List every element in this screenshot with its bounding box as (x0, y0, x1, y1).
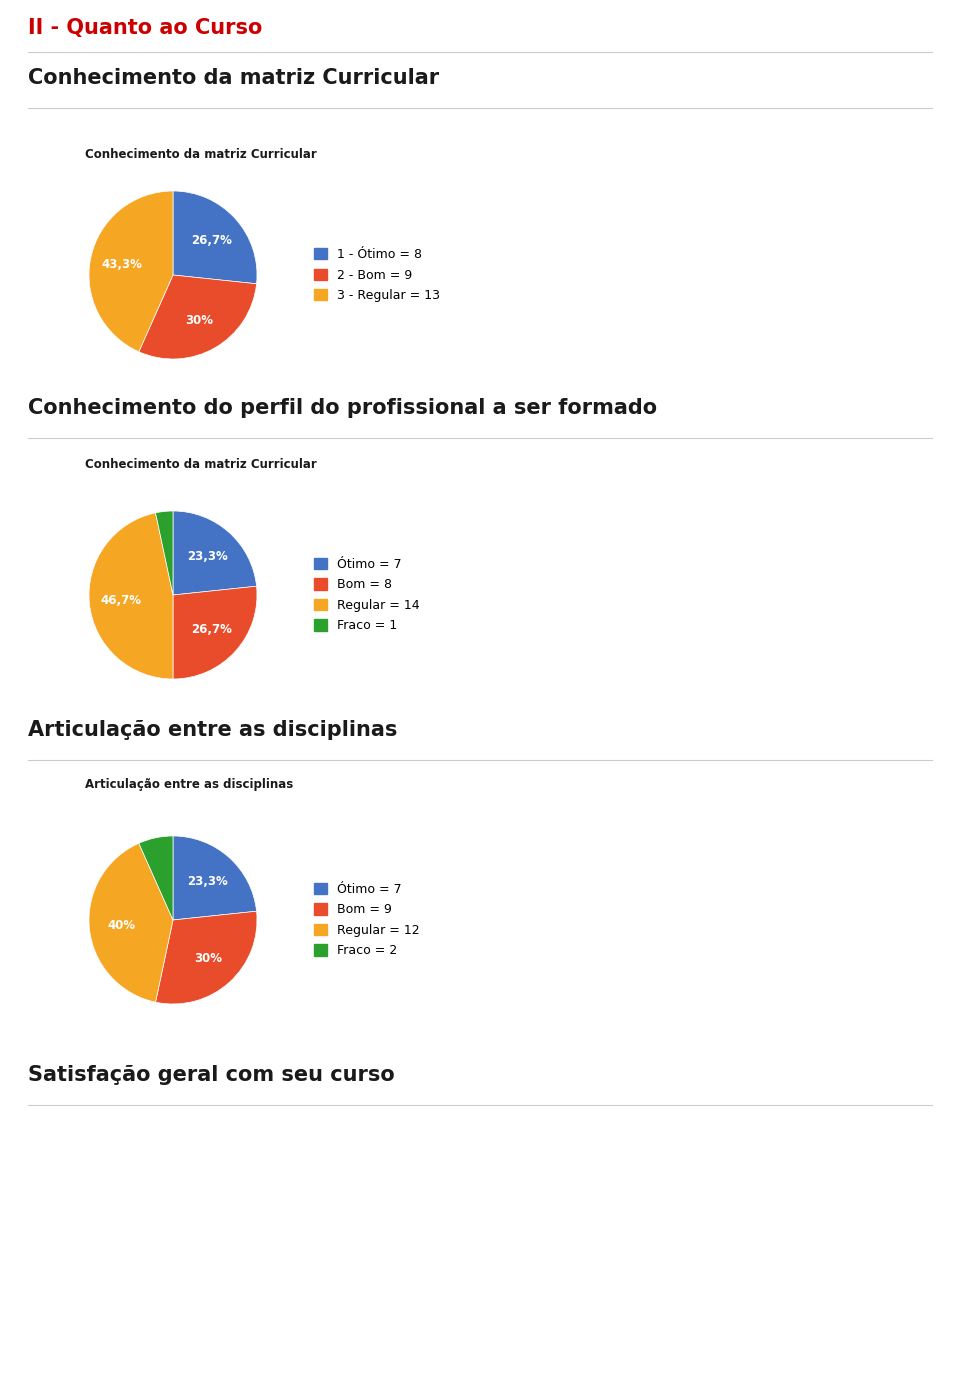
Text: 30%: 30% (194, 952, 222, 965)
Text: Conhecimento da matriz Curricular: Conhecimento da matriz Curricular (85, 457, 317, 471)
Text: Satisfação geral com seu curso: Satisfação geral com seu curso (28, 1065, 395, 1086)
Text: Conhecimento da matriz Curricular: Conhecimento da matriz Curricular (28, 68, 439, 88)
Wedge shape (173, 190, 257, 284)
Text: Conhecimento do perfil do profissional a ser formado: Conhecimento do perfil do profissional a… (28, 398, 658, 418)
Wedge shape (139, 835, 173, 920)
Text: 43,3%: 43,3% (102, 257, 142, 271)
Text: Conhecimento da matriz Curricular: Conhecimento da matriz Curricular (85, 147, 317, 161)
Wedge shape (89, 190, 173, 352)
Text: 30%: 30% (185, 314, 213, 327)
Wedge shape (173, 512, 256, 595)
Wedge shape (173, 835, 256, 920)
Legend: Ótimo = 7, Bom = 8, Regular = 14, Fraco = 1: Ótimo = 7, Bom = 8, Regular = 14, Fraco … (309, 553, 424, 637)
Text: 26,7%: 26,7% (191, 623, 232, 637)
Wedge shape (89, 513, 173, 678)
Wedge shape (89, 844, 173, 1002)
Text: II - Quanto ao Curso: II - Quanto ao Curso (28, 18, 262, 38)
Text: 23,3%: 23,3% (187, 874, 228, 888)
Wedge shape (139, 275, 256, 359)
Wedge shape (156, 512, 173, 595)
Text: 23,3%: 23,3% (187, 550, 228, 563)
Wedge shape (156, 912, 257, 1004)
Text: Articulação entre as disciplinas: Articulação entre as disciplinas (28, 720, 397, 739)
Wedge shape (173, 587, 257, 678)
Text: 40%: 40% (108, 919, 135, 931)
Text: 26,7%: 26,7% (191, 234, 232, 246)
Text: Articulação entre as disciplinas: Articulação entre as disciplinas (85, 778, 293, 791)
Text: 46,7%: 46,7% (101, 594, 142, 607)
Legend: Ótimo = 7, Bom = 9, Regular = 12, Fraco = 2: Ótimo = 7, Bom = 9, Regular = 12, Fraco … (309, 877, 424, 962)
Legend: 1 - Ótimo = 8, 2 - Bom = 9, 3 - Regular = 13: 1 - Ótimo = 8, 2 - Bom = 9, 3 - Regular … (309, 243, 444, 307)
